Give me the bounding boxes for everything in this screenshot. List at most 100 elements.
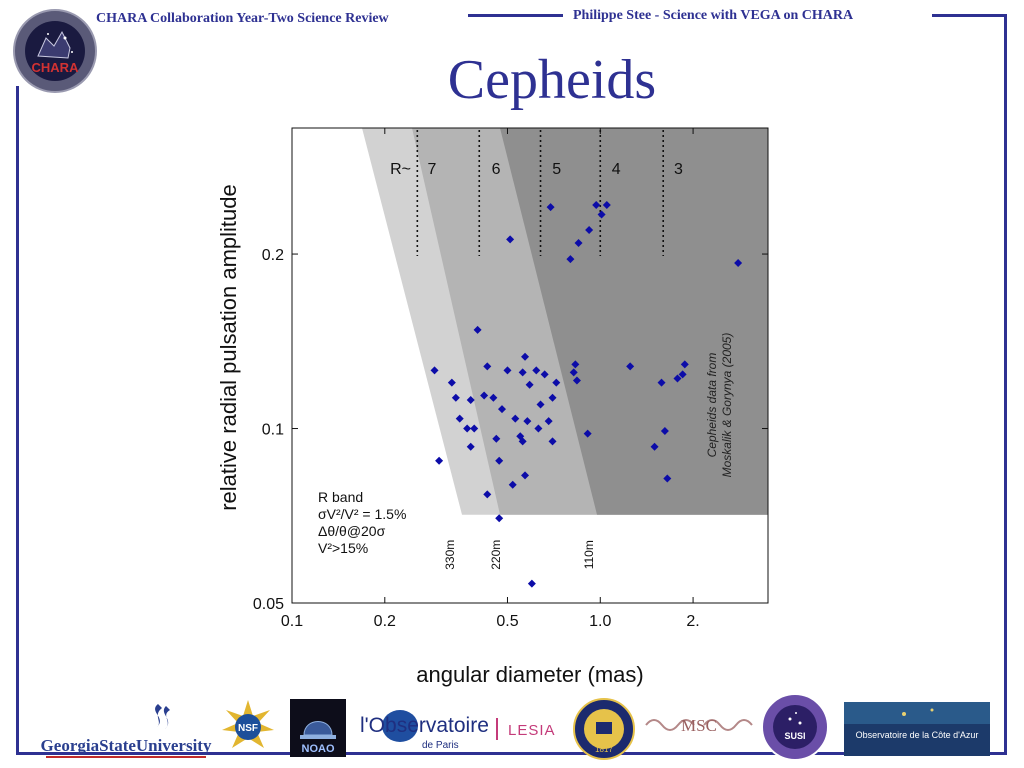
frame-top-left-line: [468, 14, 563, 17]
data-point: [518, 368, 527, 377]
data-point: [734, 259, 743, 268]
data-point: [626, 362, 635, 371]
data-point: [585, 226, 594, 235]
zone-dark: [500, 128, 768, 515]
data-point: [473, 325, 482, 334]
y-tick-label: 0.1: [262, 422, 284, 439]
nsf-logo: NSF: [220, 698, 276, 756]
data-point: [574, 238, 583, 247]
noao-logo-text: NOAO: [302, 743, 335, 755]
y-axis-label: relative radial pulsation amplitude: [216, 184, 241, 511]
chara-logo-text: CHARA: [32, 60, 80, 75]
annotation-line: R band: [318, 489, 363, 505]
data-point: [480, 391, 489, 400]
frame-top-right-line: [932, 14, 1006, 17]
data-point: [544, 417, 553, 426]
source-note-line: Moskalik & Gorynya (2005): [720, 333, 734, 478]
data-point: [503, 366, 512, 375]
data-point: [532, 366, 541, 375]
slide-title: Cepheids: [447, 49, 657, 111]
data-point: [523, 417, 532, 426]
data-point: [663, 474, 672, 483]
data-point: [592, 201, 601, 210]
data-point: [511, 414, 520, 423]
data-point: [650, 442, 659, 451]
data-point: [534, 424, 543, 433]
data-point: [521, 352, 530, 361]
data-point: [572, 376, 581, 385]
data-point: [495, 456, 504, 465]
data-point: [463, 424, 472, 433]
data-point: [470, 424, 479, 433]
frame-bottom-line: [16, 752, 1007, 755]
header-left-title: CHARA Collaboration Year-Two Science Rev…: [96, 11, 389, 26]
data-point: [583, 429, 592, 438]
plot-frame: [291, 127, 769, 604]
x-tick-label: 0.1: [281, 613, 303, 630]
frame-left-line: [16, 86, 19, 754]
data-point: [455, 414, 464, 423]
data-point: [518, 437, 527, 446]
oca-logo-text: Observatoire de la Côte d'Azur: [856, 730, 979, 740]
header-right-title: Philippe Stee - Science with VEGA on CHA…: [573, 8, 854, 23]
data-point: [657, 378, 666, 387]
baseline-label: 110m: [582, 540, 596, 569]
lesia-logo-text: LESIA: [508, 722, 556, 739]
data-point: [525, 380, 534, 389]
data-point: [492, 434, 501, 443]
zone-prefix-label: R~: [390, 161, 411, 178]
data-point: [489, 393, 498, 402]
zone-label: 7: [427, 161, 436, 178]
zone-label: 4: [612, 161, 621, 178]
y-tick-label: 0.05: [253, 596, 284, 613]
nsf-logo-text: NSF: [238, 723, 258, 734]
data-point: [527, 579, 536, 588]
data-point: [536, 400, 545, 409]
source-note-line: Cepheids data from: [705, 353, 719, 458]
baseline-label: 220m: [489, 540, 503, 570]
data-point: [660, 427, 669, 436]
baseline-label: 330m: [443, 540, 457, 570]
zone-label: 6: [492, 161, 501, 178]
annotation-line: V²>15%: [318, 540, 368, 556]
data-point: [602, 201, 611, 210]
data-point: [546, 203, 555, 212]
annotation-line: σV²/V² = 1.5%: [318, 506, 406, 522]
data-point: [498, 405, 507, 414]
frame-right-line: [1004, 14, 1007, 754]
msc-logo: MSC: [644, 700, 754, 750]
chara-logo: CHARA: [13, 9, 97, 93]
x-tick-label: 0.2: [374, 613, 396, 630]
data-point: [483, 490, 492, 499]
observatoire-sub-text: de Paris: [422, 740, 459, 751]
data-point: [571, 360, 580, 369]
data-point: [521, 471, 530, 480]
annotation-line: Δθ/θ@20σ: [318, 523, 386, 539]
data-point: [435, 456, 444, 465]
data-point: [678, 370, 687, 379]
data-point: [483, 362, 492, 371]
data-point: [466, 395, 475, 404]
data-point: [508, 480, 517, 489]
x-axis-label: angular diameter (mas): [416, 662, 643, 687]
noao-logo: NOAO: [290, 699, 346, 757]
observatoire-main-text: l'Observatoire: [360, 714, 489, 737]
lesia-logo: LESIA: [496, 714, 566, 744]
observatoire-paris-logo: l'Observatoire de Paris: [360, 706, 490, 754]
susi-logo-text: SUSI: [784, 731, 805, 741]
data-point: [506, 235, 515, 244]
data-point: [673, 374, 682, 383]
data-point: [569, 368, 578, 377]
x-tick-label: 2.: [686, 613, 699, 630]
data-point: [466, 442, 475, 451]
data-point: [447, 378, 456, 387]
gsu-logo: GeorgiaStateUniversity: [36, 700, 216, 760]
data-point: [552, 378, 561, 387]
msc-logo-text: MSC: [681, 716, 717, 735]
gsu-logo-text: GeorgiaStateUniversity: [41, 736, 212, 755]
x-tick-label: 0.5: [496, 613, 518, 630]
data-point: [495, 514, 504, 523]
data-point: [548, 437, 557, 446]
data-point: [566, 255, 575, 264]
